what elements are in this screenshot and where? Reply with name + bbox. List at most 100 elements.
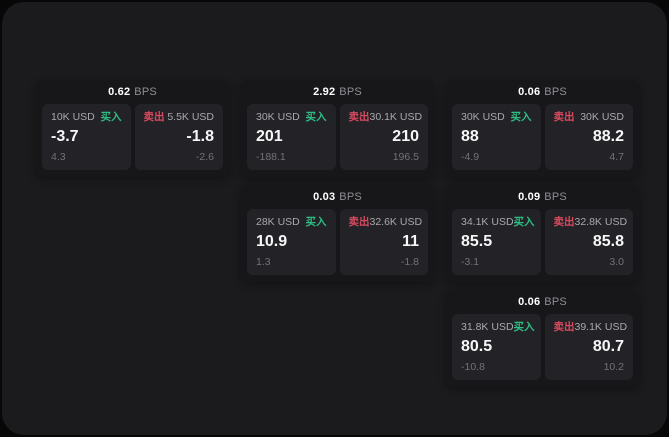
card-header: 0.06 BPS bbox=[445, 80, 640, 104]
sell-quote-button[interactable]: 卖出 5.5K USD -1.8 -2.6 bbox=[134, 104, 223, 170]
sell-side-label: 卖出 bbox=[553, 216, 575, 228]
card-header: 0.03 BPS bbox=[240, 185, 435, 209]
buy-cell-top: 30K USD 买入 bbox=[461, 111, 532, 124]
buy-side-label: 买入 bbox=[100, 111, 122, 123]
buy-notional-size: 10K USD bbox=[51, 111, 95, 123]
buy-quote-button[interactable]: 28K USD 买入 10.9 1.3 bbox=[247, 209, 336, 275]
sell-notional-size: 32.6K USD bbox=[369, 216, 423, 228]
sell-price: 80.7 bbox=[592, 338, 624, 355]
sell-price: 11 bbox=[402, 233, 419, 250]
sell-side-label: 卖出 bbox=[348, 216, 370, 228]
sell-notional-size: 39.1K USD bbox=[574, 321, 628, 333]
quote-card: 2.92 BPS 30K USD 买入 201 -188.1 卖出 30.1K … bbox=[240, 80, 435, 177]
sell-side-label: 卖出 bbox=[143, 111, 165, 123]
sell-cell-top: 卖出 32.6K USD bbox=[348, 216, 423, 229]
bps-value: 0.03 bbox=[313, 191, 336, 203]
sell-delta: 3.0 bbox=[609, 256, 624, 268]
sell-price: -1.8 bbox=[186, 128, 214, 145]
sell-price: 88.2 bbox=[592, 128, 624, 145]
card-body: 10K USD 买入 -3.7 4.3 卖出 5.5K USD -1.8 -2.… bbox=[35, 104, 230, 177]
card-header: 0.06 BPS bbox=[445, 290, 640, 314]
buy-price: 85.5 bbox=[461, 233, 493, 250]
sell-delta: 196.5 bbox=[392, 151, 419, 163]
bps-value: 0.06 bbox=[518, 86, 541, 98]
sell-side-label: 卖出 bbox=[553, 321, 575, 333]
quote-card: 0.62 BPS 10K USD 买入 -3.7 4.3 卖出 5.5K USD… bbox=[35, 80, 230, 177]
buy-cell-top: 28K USD 买入 bbox=[256, 216, 327, 229]
sell-quote-button[interactable]: 卖出 32.6K USD 11 -1.8 bbox=[339, 209, 428, 275]
buy-quote-button[interactable]: 10K USD 买入 -3.7 4.3 bbox=[42, 104, 131, 170]
bps-value: 2.92 bbox=[313, 86, 336, 98]
sell-notional-size: 32.8K USD bbox=[574, 216, 628, 228]
buy-delta: 4.3 bbox=[51, 151, 66, 163]
sell-price: 210 bbox=[392, 128, 419, 145]
sell-quote-button[interactable]: 卖出 30.1K USD 210 196.5 bbox=[339, 104, 428, 170]
sell-side-label: 卖出 bbox=[348, 111, 370, 123]
buy-delta: -4.9 bbox=[461, 151, 480, 163]
buy-notional-size: 28K USD bbox=[256, 216, 300, 228]
card-body: 30K USD 买入 88 -4.9 卖出 30K USD 88.2 4.7 bbox=[445, 104, 640, 177]
buy-side-label: 买入 bbox=[305, 111, 327, 123]
buy-side-label: 买入 bbox=[513, 216, 535, 228]
buy-price: 201 bbox=[256, 128, 283, 145]
buy-quote-button[interactable]: 30K USD 买入 201 -188.1 bbox=[247, 104, 336, 170]
buy-notional-size: 30K USD bbox=[256, 111, 300, 123]
sell-side-label: 卖出 bbox=[553, 111, 575, 123]
bps-unit-label: BPS bbox=[544, 191, 567, 203]
buy-side-label: 买入 bbox=[510, 111, 532, 123]
quote-card: 0.03 BPS 28K USD 买入 10.9 1.3 卖出 32.6K US… bbox=[240, 185, 435, 282]
buy-quote-button[interactable]: 31.8K USD 买入 80.5 -10.8 bbox=[452, 314, 541, 380]
bps-unit-label: BPS bbox=[339, 86, 362, 98]
sell-delta: -1.8 bbox=[400, 256, 419, 268]
sell-price: 85.8 bbox=[592, 233, 624, 250]
card-header: 2.92 BPS bbox=[240, 80, 435, 104]
buy-side-label: 买入 bbox=[305, 216, 327, 228]
buy-price: 88 bbox=[461, 128, 479, 145]
buy-cell-top: 31.8K USD 买入 bbox=[461, 321, 535, 334]
bps-unit-label: BPS bbox=[544, 296, 567, 308]
sell-cell-top: 卖出 32.8K USD bbox=[553, 216, 628, 229]
buy-price: 10.9 bbox=[256, 233, 288, 250]
sell-delta: 10.2 bbox=[603, 361, 624, 373]
card-body: 30K USD 买入 201 -188.1 卖出 30.1K USD 210 1… bbox=[240, 104, 435, 177]
buy-quote-button[interactable]: 34.1K USD 买入 85.5 -3.1 bbox=[452, 209, 541, 275]
sell-quote-button[interactable]: 卖出 32.8K USD 85.8 3.0 bbox=[544, 209, 633, 275]
card-body: 34.1K USD 买入 85.5 -3.1 卖出 32.8K USD 85.8… bbox=[445, 209, 640, 282]
card-body: 31.8K USD 买入 80.5 -10.8 卖出 39.1K USD 80.… bbox=[445, 314, 640, 387]
buy-cell-top: 30K USD 买入 bbox=[256, 111, 327, 124]
quote-card: 0.06 BPS 31.8K USD 买入 80.5 -10.8 卖出 39.1… bbox=[445, 290, 640, 387]
quote-card: 0.09 BPS 34.1K USD 买入 85.5 -3.1 卖出 32.8K… bbox=[445, 185, 640, 282]
bps-unit-label: BPS bbox=[339, 191, 362, 203]
buy-side-label: 买入 bbox=[513, 321, 535, 333]
sell-notional-size: 30.1K USD bbox=[369, 111, 423, 123]
card-body: 28K USD 买入 10.9 1.3 卖出 32.6K USD 11 -1.8 bbox=[240, 209, 435, 282]
buy-notional-size: 31.8K USD bbox=[461, 321, 514, 333]
sell-cell-top: 卖出 5.5K USD bbox=[144, 111, 215, 124]
sell-delta: -2.6 bbox=[195, 151, 214, 163]
card-header: 0.09 BPS bbox=[445, 185, 640, 209]
sell-quote-button[interactable]: 卖出 39.1K USD 80.7 10.2 bbox=[544, 314, 633, 380]
quote-card: 0.06 BPS 30K USD 买入 88 -4.9 卖出 30K USD 8… bbox=[445, 80, 640, 177]
buy-cell-top: 10K USD 买入 bbox=[51, 111, 122, 124]
buy-notional-size: 34.1K USD bbox=[461, 216, 514, 228]
buy-delta: -188.1 bbox=[256, 151, 286, 163]
buy-delta: -3.1 bbox=[461, 256, 480, 268]
sell-notional-size: 30K USD bbox=[580, 111, 624, 123]
bps-value: 0.62 bbox=[108, 86, 131, 98]
bps-unit-label: BPS bbox=[134, 86, 157, 98]
buy-notional-size: 30K USD bbox=[461, 111, 505, 123]
sell-cell-top: 卖出 39.1K USD bbox=[553, 321, 628, 334]
sell-notional-size: 5.5K USD bbox=[167, 111, 214, 123]
sell-delta: 4.7 bbox=[609, 151, 624, 163]
buy-delta: -10.8 bbox=[461, 361, 485, 373]
card-header: 0.62 BPS bbox=[35, 80, 230, 104]
buy-delta: 1.3 bbox=[256, 256, 271, 268]
sell-quote-button[interactable]: 卖出 30K USD 88.2 4.7 bbox=[544, 104, 633, 170]
buy-price: -3.7 bbox=[51, 128, 79, 145]
sell-cell-top: 卖出 30.1K USD bbox=[348, 111, 423, 124]
buy-price: 80.5 bbox=[461, 338, 493, 355]
bps-value: 0.09 bbox=[518, 191, 541, 203]
sell-cell-top: 卖出 30K USD bbox=[554, 111, 625, 124]
buy-quote-button[interactable]: 30K USD 买入 88 -4.9 bbox=[452, 104, 541, 170]
buy-cell-top: 34.1K USD 买入 bbox=[461, 216, 535, 229]
